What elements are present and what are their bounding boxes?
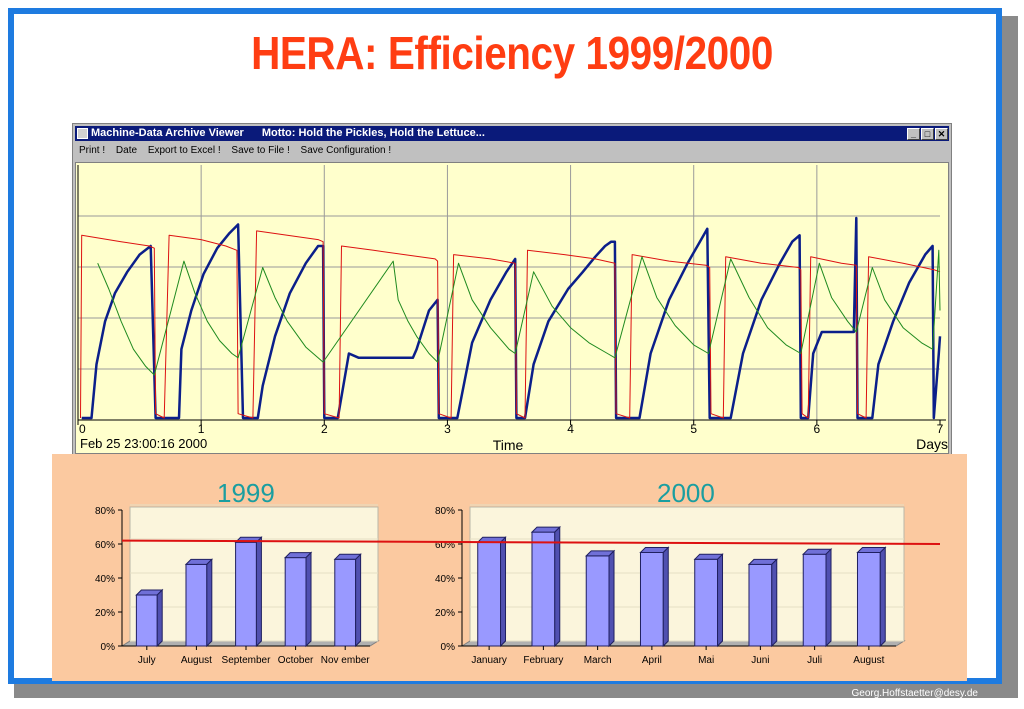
x-tick-label: October [278, 655, 314, 666]
y-tick-label: 80% [435, 506, 455, 517]
x-axis-label: Time [493, 437, 524, 453]
x-tick-label: April [642, 655, 662, 666]
menu-bar: Print ! Date Export to Excel ! Save to F… [75, 143, 949, 159]
window-title: Machine-Data Archive Viewer [91, 127, 244, 139]
bar-side-1999-0 [156, 588, 163, 648]
x-tick-label: September [222, 655, 272, 666]
bar-2000-2 [585, 555, 610, 647]
bar-1999-1 [185, 563, 208, 647]
y-tick-label: 20% [435, 608, 455, 619]
window-titlebar[interactable]: Machine-Data Archive Viewer Motto: Hold t… [75, 126, 949, 141]
x-tick-label: 0 [79, 422, 86, 436]
time-plot-area: 0 1 2 3 4 5 6 7 Feb 25 23:00:16 2000 Time Days [75, 162, 949, 454]
bar-2000-6 [802, 553, 827, 647]
window-controls: _ □ ✕ [906, 127, 948, 142]
x-tick-label: July [138, 655, 156, 666]
chart-floor [460, 640, 906, 647]
time-series-line-2 [80, 230, 941, 419]
y-tick-label: 60% [435, 540, 455, 551]
bar-side-2000-0 [500, 536, 507, 648]
y-tick-label: 0% [101, 642, 116, 653]
maximize-button[interactable]: □ [921, 128, 934, 140]
y-tick-label: 60% [95, 540, 115, 551]
year-title-2000: 2000 [657, 478, 715, 508]
bar-side-2000-4 [717, 553, 724, 648]
bar-side-2000-2 [608, 549, 615, 648]
bar-side-1999-3 [305, 551, 312, 648]
x-tick-label: 1 [198, 422, 205, 436]
x-tick-label: January [471, 655, 507, 666]
x-tick-label: March [584, 655, 612, 666]
bar-1999-0 [135, 594, 158, 647]
x-tick-label: Juli [807, 655, 822, 666]
bar-2000-0 [477, 541, 502, 647]
bar-2000-7 [856, 552, 881, 647]
time-plot: 0 1 2 3 4 5 6 7 Feb 25 23:00:16 2000 Time Days [77, 165, 948, 453]
y-tick-label: 80% [95, 506, 115, 517]
bar-side-2000-3 [662, 546, 669, 648]
x-tick-label: August [853, 655, 884, 666]
bar-side-1999-1 [206, 558, 213, 648]
bar-side-2000-6 [825, 547, 832, 648]
bar-1999-2 [235, 541, 257, 647]
efficiency-panel: 1999 2000 0% 20% 40% 60% 80% July August Septem… [52, 454, 967, 681]
bar-side-2000-7 [879, 546, 886, 648]
bar-2000-3 [639, 552, 664, 647]
y-tick-label: 40% [95, 574, 115, 585]
menu-print[interactable]: Print ! [79, 145, 106, 156]
slide-title: HERA: Efficiency 1999/2000 [251, 27, 773, 79]
x-tick-label: Mai [698, 655, 714, 666]
x-tick-label: August [181, 655, 212, 666]
x-tick-label: 2 [321, 422, 328, 436]
bar-side-2000-1 [554, 525, 561, 648]
menu-save-configuration[interactable]: Save Configuration ! [300, 145, 392, 156]
app-icon [77, 128, 88, 139]
x-tick-label: 7 [937, 422, 944, 436]
close-button[interactable]: ✕ [935, 128, 948, 140]
bar-2000-4 [694, 558, 719, 647]
year-title-1999: 1999 [217, 478, 275, 508]
bar-1999-4 [334, 558, 357, 647]
menu-date[interactable]: Date [115, 145, 138, 156]
time-series-line-3 [97, 249, 941, 376]
bar-2000-1 [531, 531, 556, 647]
window-motto: Motto: Hold the Pickles, Hold the Lettuc… [261, 127, 485, 139]
x-unit-label: Days [916, 436, 948, 452]
time-series-line-1 [81, 216, 942, 420]
menu-save-file[interactable]: Save to File ! [231, 145, 290, 156]
target-efficiency-line [121, 539, 941, 545]
bar-charts: 0% 20% 40% 60% 80% July August September October… [95, 504, 941, 666]
archive-viewer-window: Machine-Data Archive Viewer Motto: Hold t… [72, 123, 952, 456]
bar-2000-5 [748, 563, 773, 647]
start-time-label: Feb 25 23:00:16 2000 [80, 436, 207, 451]
x-tick-label: 6 [814, 422, 821, 436]
bar-side-2000-5 [771, 558, 778, 648]
footer-email: Georg.Hoffstaetter@desy.de [851, 688, 978, 699]
x-tick-label: 5 [690, 422, 697, 436]
y-tick-label: 40% [435, 574, 455, 585]
bar-side-1999-2 [255, 536, 262, 648]
x-tick-label: February [523, 655, 563, 666]
x-tick-label: Nov ember [321, 655, 371, 666]
bar-side-1999-4 [355, 553, 362, 648]
menu-export-excel[interactable]: Export to Excel ! [147, 145, 221, 156]
y-tick-label: 20% [95, 608, 115, 619]
x-tick-label: 4 [567, 422, 574, 436]
x-tick-label: Juni [751, 655, 769, 666]
x-tick-label: 3 [444, 422, 451, 436]
minimize-button[interactable]: _ [907, 128, 920, 140]
bar-1999-3 [284, 557, 307, 647]
y-tick-label: 0% [441, 642, 456, 653]
